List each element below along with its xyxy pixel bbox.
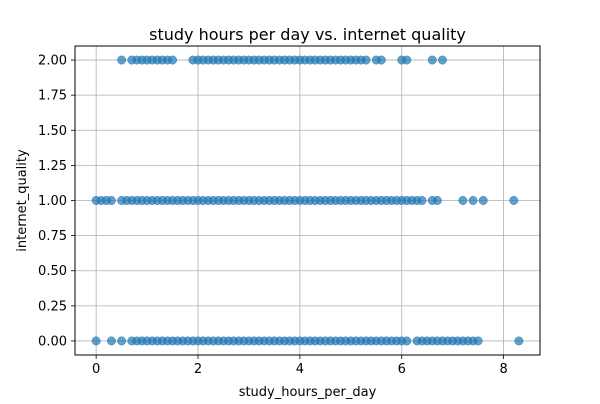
data-point xyxy=(402,55,412,65)
x-axis-ticks: 0 2 4 6 8 xyxy=(92,355,508,377)
y-axis-ticks: 0.00 0.25 0.50 0.75 1.00 1.25 1.50 1.75 2.00 xyxy=(38,54,75,349)
data-point xyxy=(168,55,177,65)
x-tick-label: 6 xyxy=(398,362,406,377)
data-point xyxy=(468,196,478,205)
data-point xyxy=(427,55,437,65)
y-tick-label: 2.00 xyxy=(38,54,67,69)
data-points xyxy=(91,55,524,346)
y-axis-label: internet_quality xyxy=(15,149,30,252)
y-tick-label: 0.25 xyxy=(38,299,67,314)
y-tick-label: 1.50 xyxy=(38,124,67,139)
data-point xyxy=(361,55,371,65)
data-point xyxy=(106,196,116,205)
data-point xyxy=(117,336,127,346)
y-tick-label: 0.50 xyxy=(38,264,67,279)
y-tick-label: 0.00 xyxy=(38,334,67,349)
data-point xyxy=(432,196,442,205)
y-tick-label: 1.75 xyxy=(38,89,67,104)
x-tick-label: 2 xyxy=(194,362,202,377)
chart-title: study hours per day vs. internet quality xyxy=(149,25,466,44)
y-tick-label: 0.75 xyxy=(38,229,67,244)
data-point xyxy=(117,55,127,65)
data-point xyxy=(478,196,488,205)
x-tick-label: 8 xyxy=(499,362,507,377)
y-tick-label: 1.00 xyxy=(38,194,67,209)
data-point xyxy=(402,336,412,346)
data-point xyxy=(514,336,524,346)
data-point xyxy=(376,55,386,65)
data-point xyxy=(473,336,483,346)
x-axis-label: study_hours_per_day xyxy=(239,385,377,400)
y-tick-label: 1.25 xyxy=(38,159,67,174)
data-point xyxy=(106,336,116,346)
x-tick-label: 4 xyxy=(296,362,304,377)
data-point xyxy=(91,336,101,346)
x-tick-label: 0 xyxy=(92,362,100,377)
data-point xyxy=(509,196,519,205)
data-point xyxy=(458,196,468,205)
data-point xyxy=(438,55,447,65)
data-point xyxy=(417,196,427,205)
